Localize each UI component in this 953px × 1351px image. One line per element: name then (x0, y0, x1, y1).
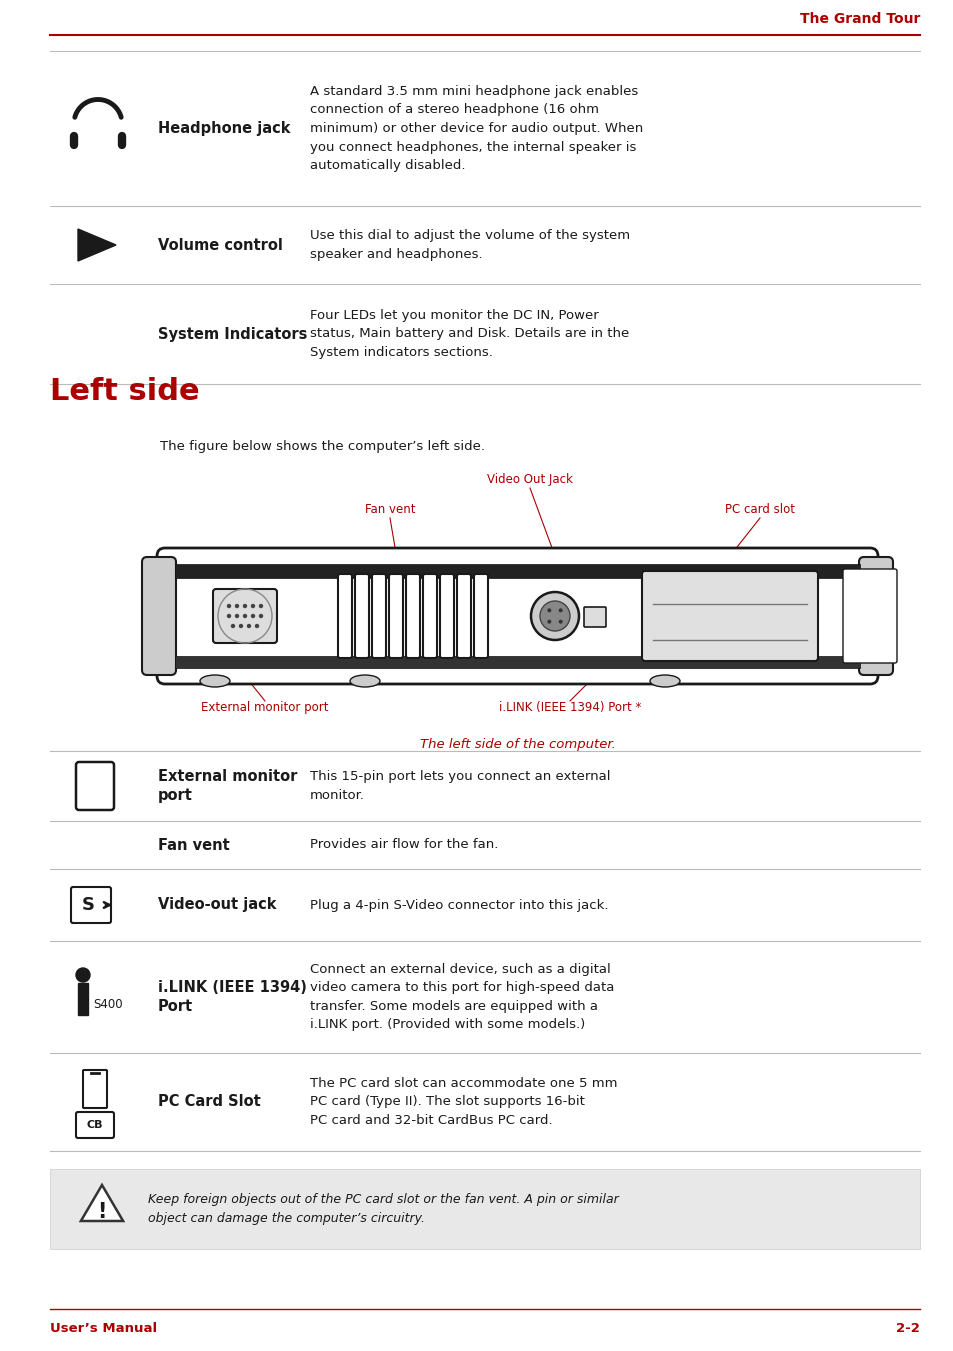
Circle shape (76, 969, 90, 982)
Ellipse shape (649, 676, 679, 688)
FancyBboxPatch shape (71, 888, 111, 923)
FancyBboxPatch shape (142, 557, 175, 676)
Text: Plug a 4-pin S-Video connector into this jack.: Plug a 4-pin S-Video connector into this… (310, 898, 608, 912)
Text: The PC card slot can accommodate one 5 mm
PC card (Type II). The slot supports 1: The PC card slot can accommodate one 5 m… (310, 1077, 617, 1127)
Text: 2-2: 2-2 (895, 1323, 919, 1336)
FancyBboxPatch shape (76, 1112, 113, 1138)
FancyBboxPatch shape (83, 1070, 107, 1108)
Circle shape (251, 604, 255, 608)
FancyBboxPatch shape (406, 574, 419, 658)
Text: Fan vent: Fan vent (158, 838, 230, 852)
Circle shape (227, 613, 231, 619)
Text: S: S (81, 896, 94, 915)
FancyBboxPatch shape (157, 549, 877, 684)
Text: External monitor port: External monitor port (201, 701, 329, 713)
Circle shape (234, 613, 239, 619)
Bar (174, 563, 859, 578)
Circle shape (258, 604, 263, 608)
Circle shape (547, 620, 551, 624)
Text: System Indicators: System Indicators (158, 327, 307, 342)
Text: Provides air flow for the fan.: Provides air flow for the fan. (310, 839, 497, 851)
FancyBboxPatch shape (641, 571, 817, 661)
Circle shape (243, 604, 247, 608)
Text: i.LINK (IEEE 1394)
Port: i.LINK (IEEE 1394) Port (158, 979, 307, 1015)
FancyBboxPatch shape (372, 574, 386, 658)
FancyBboxPatch shape (50, 1169, 919, 1250)
Text: Use this dial to adjust the volume of the system
speaker and headphones.: Use this dial to adjust the volume of th… (310, 230, 630, 261)
Text: Left side: Left side (50, 377, 199, 407)
FancyBboxPatch shape (858, 557, 892, 676)
FancyBboxPatch shape (422, 574, 436, 658)
FancyBboxPatch shape (842, 569, 896, 663)
Text: Volume control: Volume control (158, 238, 283, 253)
Text: PC card slot: PC card slot (724, 503, 794, 516)
Text: Keep foreign objects out of the PC card slot or the fan vent. A pin or similar
o: Keep foreign objects out of the PC card … (148, 1193, 618, 1225)
Text: A standard 3.5 mm mini headphone jack enables
connection of a stereo headphone (: A standard 3.5 mm mini headphone jack en… (310, 85, 642, 172)
FancyBboxPatch shape (355, 574, 369, 658)
Circle shape (234, 604, 239, 608)
Circle shape (558, 620, 562, 624)
Bar (174, 657, 859, 667)
Text: Headphone jack: Headphone jack (158, 122, 291, 136)
Circle shape (547, 608, 551, 612)
Circle shape (251, 613, 255, 619)
FancyBboxPatch shape (337, 574, 352, 658)
Text: The Grand Tour: The Grand Tour (799, 12, 919, 26)
Circle shape (247, 624, 251, 628)
Circle shape (539, 601, 569, 631)
Text: S400: S400 (92, 998, 123, 1012)
Text: This 15-pin port lets you connect an external
monitor.: This 15-pin port lets you connect an ext… (310, 770, 610, 801)
Circle shape (231, 624, 235, 628)
Text: External monitor
port: External monitor port (158, 769, 297, 804)
Circle shape (243, 613, 247, 619)
Circle shape (258, 613, 263, 619)
Circle shape (238, 624, 243, 628)
Polygon shape (78, 984, 88, 1015)
Text: The figure below shows the computer’s left side.: The figure below shows the computer’s le… (160, 440, 484, 453)
FancyBboxPatch shape (456, 574, 471, 658)
Circle shape (558, 608, 562, 612)
Text: i.LINK (IEEE 1394) Port *: i.LINK (IEEE 1394) Port * (498, 701, 640, 713)
Text: PC Card Slot: PC Card Slot (158, 1094, 260, 1109)
FancyBboxPatch shape (474, 574, 488, 658)
Circle shape (254, 624, 259, 628)
Text: Connect an external device, such as a digital
video camera to this port for high: Connect an external device, such as a di… (310, 963, 614, 1031)
Text: User’s Manual: User’s Manual (50, 1323, 157, 1336)
Ellipse shape (350, 676, 379, 688)
Text: CB: CB (87, 1120, 103, 1129)
FancyBboxPatch shape (583, 607, 605, 627)
FancyBboxPatch shape (389, 574, 402, 658)
Circle shape (227, 604, 231, 608)
Text: Video-out jack: Video-out jack (158, 897, 276, 912)
Text: Four LEDs let you monitor the DC IN, Power
status, Main battery and Disk. Detail: Four LEDs let you monitor the DC IN, Pow… (310, 309, 629, 359)
Polygon shape (78, 230, 116, 261)
FancyBboxPatch shape (76, 762, 113, 811)
FancyBboxPatch shape (439, 574, 454, 658)
Polygon shape (81, 1185, 123, 1221)
Text: The left side of the computer.: The left side of the computer. (419, 738, 615, 751)
Text: Fan vent: Fan vent (364, 503, 415, 516)
Text: Video Out Jack: Video Out Jack (487, 473, 573, 486)
Ellipse shape (200, 676, 230, 688)
Circle shape (531, 592, 578, 640)
FancyBboxPatch shape (213, 589, 276, 643)
Text: !: ! (97, 1202, 107, 1223)
